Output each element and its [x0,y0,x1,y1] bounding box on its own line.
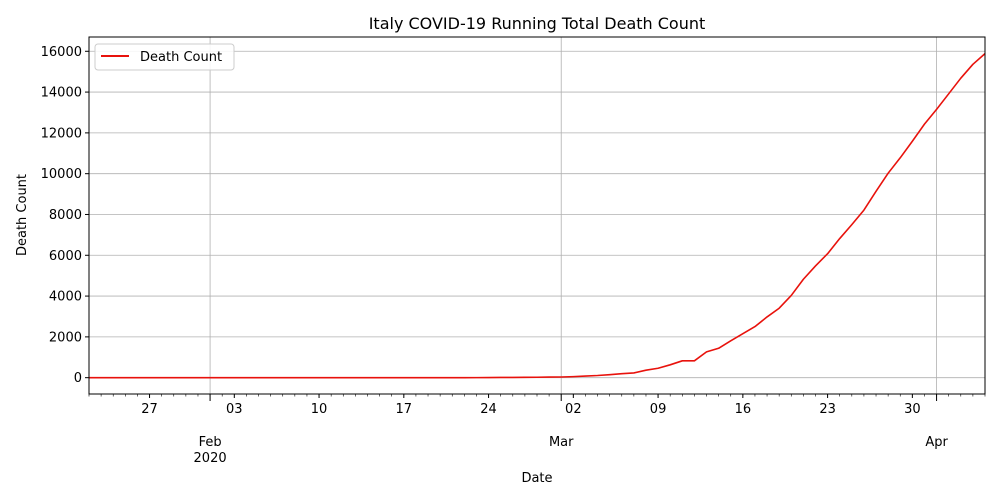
x-tick-label: 03 [226,402,243,417]
data-point [693,360,695,362]
y-tick-label: 0 [74,371,82,386]
data-point [802,278,804,280]
x-major-tick-label: Feb [199,435,222,450]
data-point [451,376,453,378]
data-point [717,347,719,349]
data-point [875,190,877,192]
plot-area [89,52,986,379]
data-point [730,340,732,342]
x-tick-label: 17 [396,402,413,417]
x-tick-label: 30 [904,402,921,417]
x-tick-label: 23 [819,402,836,417]
data-point [657,367,659,369]
x-axis-label: Date [521,471,552,486]
y-tick-label: 14000 [41,86,82,101]
data-point [645,369,647,371]
y-axis-label: Death Count [15,174,30,256]
data-point [742,332,744,334]
data-point [524,376,526,378]
data-point [766,316,768,318]
data-point [705,351,707,353]
y-tick-label: 12000 [41,126,82,141]
y-tick-label: 2000 [49,330,82,345]
data-point [947,93,949,95]
data-point [923,123,925,125]
x-tick-label: 10 [311,402,328,417]
grid-lines [89,37,985,394]
data-point [863,209,865,211]
data-point [439,376,441,378]
data-point [960,77,962,79]
y-tick-label: 16000 [41,45,82,60]
data-point [790,294,792,296]
x-tick-label: 24 [480,402,497,417]
y-axis-ticks: 0 2000 4000 6000 8000 10000 12000 14000 16000 [41,45,89,386]
data-point [669,364,671,366]
data-point [814,265,816,267]
x-major-tick-label: Apr [925,435,948,450]
data-point [463,376,465,378]
series-line-death-count [89,52,986,379]
data-point [621,372,623,374]
data-point [487,376,489,378]
y-tick-label: 4000 [49,290,82,305]
data-point [633,372,635,374]
x-major-tick-label: Mar [549,435,574,450]
data-point [548,376,550,378]
data-point [572,375,574,377]
y-tick-label: 8000 [49,208,82,223]
data-point [681,360,683,362]
data-point [899,157,901,159]
data-point [608,373,610,375]
data-point [536,376,538,378]
data-point [972,63,974,65]
y-tick-label: 10000 [41,167,82,182]
chart-title: Italy COVID-19 Running Total Death Count [369,14,706,33]
data-point [499,376,501,378]
data-point [754,325,756,327]
x-tick-label: 16 [735,402,752,417]
x-tick-label: 09 [650,402,667,417]
data-point [911,140,913,142]
data-point [839,237,841,239]
data-point [851,223,853,225]
data-point [560,376,562,378]
data-point [826,253,828,255]
legend-box [94,43,235,71]
data-point [475,376,477,378]
legend-label-death-count: Death Count [140,50,222,65]
axes-frame [88,36,986,395]
x-major-tick-sublabel: 2020 [194,451,227,466]
x-tick-label: 27 [141,402,158,417]
data-point [584,375,586,377]
x-tick-label: 02 [565,402,582,417]
data-point [887,172,889,174]
legend: Death Count [94,43,235,71]
data-point [778,307,780,309]
data-point [512,376,514,378]
y-tick-label: 6000 [49,249,82,264]
data-point [935,108,937,110]
data-point [596,374,598,376]
